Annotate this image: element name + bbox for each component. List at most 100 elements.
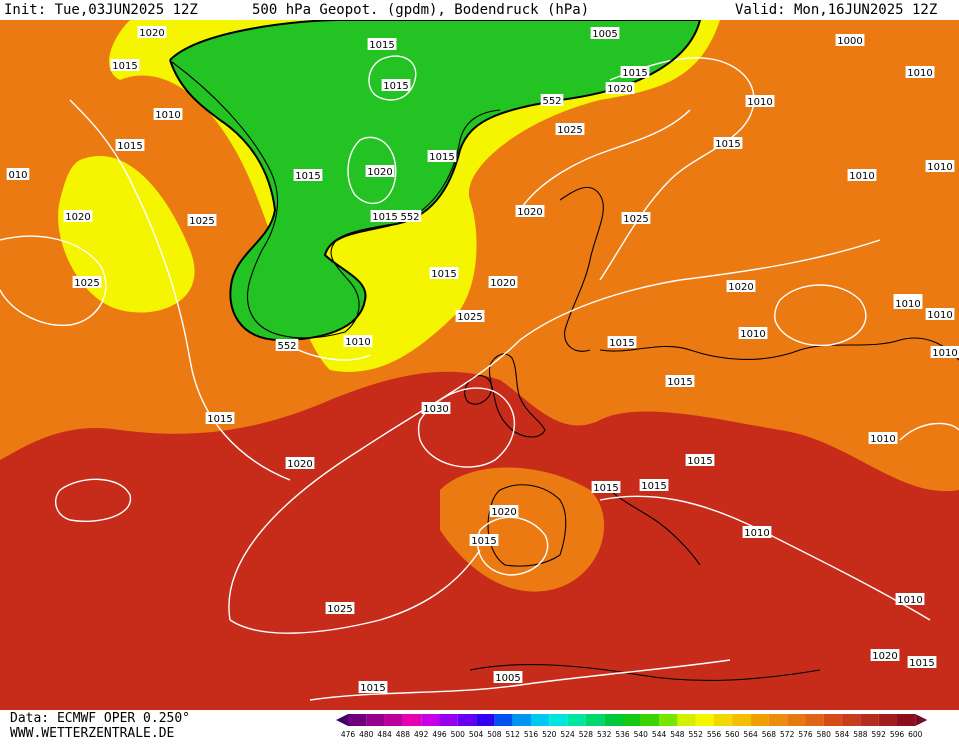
isobar-label-box: [187, 214, 217, 226]
isobar-label-text: 1000: [837, 36, 862, 47]
isobar-label: 1030: [421, 402, 451, 415]
website: WWW.WETTERZENTRALE.DE: [10, 726, 175, 741]
isobar-label-text: 552: [542, 96, 561, 107]
isobar-label-box: [745, 95, 775, 107]
isobar-label-text: 1030: [423, 404, 448, 415]
isobar-label-text: 1015: [593, 483, 618, 494]
isobar-label: 1015: [713, 137, 743, 150]
isobar-label: 1020: [365, 165, 395, 178]
isobar-label-box: [742, 526, 772, 538]
isobar-label-text: 1015: [909, 658, 934, 669]
isobar-label-box: [893, 297, 923, 309]
weather-map: 1020 1015 1010 1015 010 1020 1025 1025 1015 1015 1…: [0, 20, 959, 710]
colorbar-swatch: [567, 714, 586, 726]
isobar-label-box: [6, 168, 30, 180]
isobar-label: 1015: [607, 336, 637, 349]
colorbar-swatch: [384, 714, 403, 726]
isobar-label-box: [540, 94, 564, 106]
isobar-label-text: 1015: [715, 139, 740, 150]
isobar-label: 1020: [137, 26, 167, 39]
isobar-label: 1015: [427, 150, 457, 163]
isobar-label-text: 1020: [872, 651, 897, 662]
isobar-label: 1015: [620, 66, 650, 79]
isobar-label: 1020: [285, 457, 315, 470]
colorbar-tick-label: 588: [853, 730, 868, 739]
isobar-label: 1020: [870, 649, 900, 662]
colorbar-tick-label: 592: [872, 730, 887, 739]
isobar-label: 1015: [370, 210, 400, 223]
isobar-label-text: 1010: [849, 171, 874, 182]
isobar-label: 1025: [621, 212, 651, 225]
isobar-label-text: 552: [277, 341, 296, 352]
colorbar-swatch: [878, 714, 897, 726]
isobar-label-text: 1025: [189, 216, 214, 227]
isobar-label-box: [489, 505, 519, 517]
isobar-label: 1015: [115, 139, 145, 152]
isobar-label-text: 1020: [367, 167, 392, 178]
colorbar-tick-label: 480: [359, 730, 374, 739]
isobar-label-text: 1015: [431, 269, 456, 280]
isobar-label: 1010: [847, 169, 877, 182]
colorbar-swatch: [549, 714, 568, 726]
colorbar-tick-label: 484: [377, 730, 392, 739]
isobar-label-text: 1015: [112, 61, 137, 72]
isobar-label-box: [358, 681, 388, 693]
isobar-label-box: [398, 210, 422, 222]
isobar-label: 1015: [685, 454, 715, 467]
isobar-label: 1010: [738, 327, 768, 340]
isobar-label-box: [515, 205, 545, 217]
isobar-label-text: 1020: [287, 459, 312, 470]
isobar-label: 1010: [153, 108, 183, 121]
isobar-label-text: 1015: [687, 456, 712, 467]
colorbar-swatch: [421, 714, 440, 726]
isobar-label-box: [555, 123, 585, 135]
isobar-label-box: [835, 34, 865, 46]
isobar-label-box: [343, 335, 373, 347]
isobar-label-box: [639, 479, 669, 491]
colorbar-tick-label: 556: [707, 730, 722, 739]
isobar-label-text: 1010: [895, 299, 920, 310]
isobar-label-box: [738, 327, 768, 339]
colorbar-swatch: [805, 714, 824, 726]
isobar-label: 1025: [72, 276, 102, 289]
isobar-label-box: [72, 276, 102, 288]
isobar-label: 1010: [893, 297, 923, 310]
isobar-label-text: 1010: [747, 97, 772, 108]
colorbar-swatch: [512, 714, 531, 726]
colorbar-swatch: [604, 714, 623, 726]
colorbar-tick-label: 520: [542, 730, 557, 739]
colorbar-tick-label: 492: [414, 730, 429, 739]
colorbar-swatch: [677, 714, 696, 726]
isobar-label-text: 1010: [155, 110, 180, 121]
isobar-label: 1010: [868, 432, 898, 445]
colorbar-tick-label: 512: [506, 730, 521, 739]
colorbar-swatch: [768, 714, 788, 726]
isobar-label-text: 1015: [641, 481, 666, 492]
colorbar-swatch: [494, 714, 513, 726]
colorbar-swatch: [585, 714, 605, 726]
isobar-label-box: [153, 108, 183, 120]
isobar-label-text: 1020: [490, 278, 515, 289]
isobar-label-box: [590, 27, 620, 39]
isobar-label: 1010: [745, 95, 775, 108]
isobar-label-text: 1020: [65, 212, 90, 223]
isobar-label-box: [713, 137, 743, 149]
colorbar-tick-label: 552: [689, 730, 704, 739]
colorbar-swatch: [860, 714, 879, 726]
isobar-label-text: 1015: [117, 141, 142, 152]
isobar-label: 1015: [110, 59, 140, 72]
isobar-label-box: [605, 82, 635, 94]
isobar-label: 1015: [293, 169, 323, 182]
colorbar-swatch: [823, 714, 843, 726]
isobar-label-text: 1005: [495, 673, 520, 684]
isobar-label-box: [325, 602, 355, 614]
isobar-label: 1025: [555, 123, 585, 136]
colorbar-tick-label: 476: [341, 730, 356, 739]
isobar-label: 010: [6, 168, 30, 181]
header-bar: Init: Tue,03JUN2025 12Z 500 hPa Geopot. …: [0, 0, 959, 20]
colorbar-tick-label: 564: [743, 730, 758, 739]
isobar-label-box: [275, 339, 299, 351]
colorbar-swatch: [348, 714, 367, 726]
isobar-label: 1005: [590, 27, 620, 40]
isobar-label-box: [930, 346, 959, 358]
